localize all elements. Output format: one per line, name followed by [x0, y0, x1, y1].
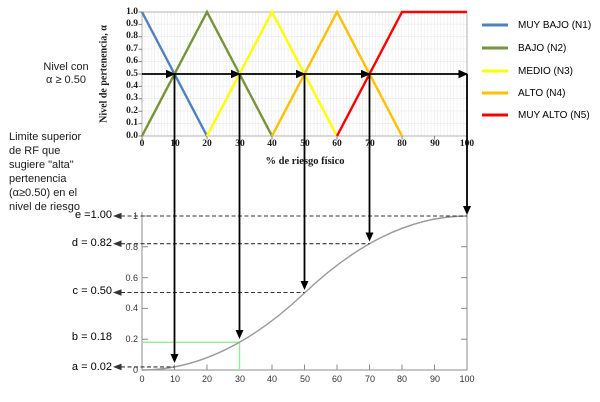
bottom-chart — [113, 212, 468, 371]
arrowhead-left-e — [113, 212, 122, 220]
alpha-cut-arrowheads — [166, 69, 468, 79]
arrowhead-right-x70 — [361, 69, 371, 79]
green-helper-lines — [142, 341, 241, 370]
arrowhead-right-x10 — [166, 69, 176, 79]
arrowhead-down-x10 — [170, 354, 179, 363]
projection-arrows — [170, 74, 471, 363]
series-bajo-n2 — [140, 9, 274, 137]
arrowhead-down-x30 — [235, 330, 244, 339]
series-muy-alto-n5 — [335, 10, 467, 137]
series-alto-n4 — [270, 9, 404, 137]
arrowhead-right-x30 — [231, 69, 241, 79]
guide-left-arrowheads — [113, 212, 122, 371]
dashed-guide-lines — [121, 215, 467, 368]
arrowhead-right-x50 — [296, 69, 306, 79]
series-medio-n3 — [205, 9, 339, 137]
top-chart — [138, 9, 468, 140]
arrowhead-left-d — [113, 240, 122, 247]
arrowhead-left-a — [113, 363, 122, 371]
arrowhead-right-x100 — [458, 69, 468, 79]
arrowhead-down-x70 — [365, 232, 374, 242]
arrowhead-down-x100 — [463, 206, 471, 215]
arrowhead-down-x50 — [300, 281, 309, 290]
arrowhead-left-c — [113, 289, 122, 296]
